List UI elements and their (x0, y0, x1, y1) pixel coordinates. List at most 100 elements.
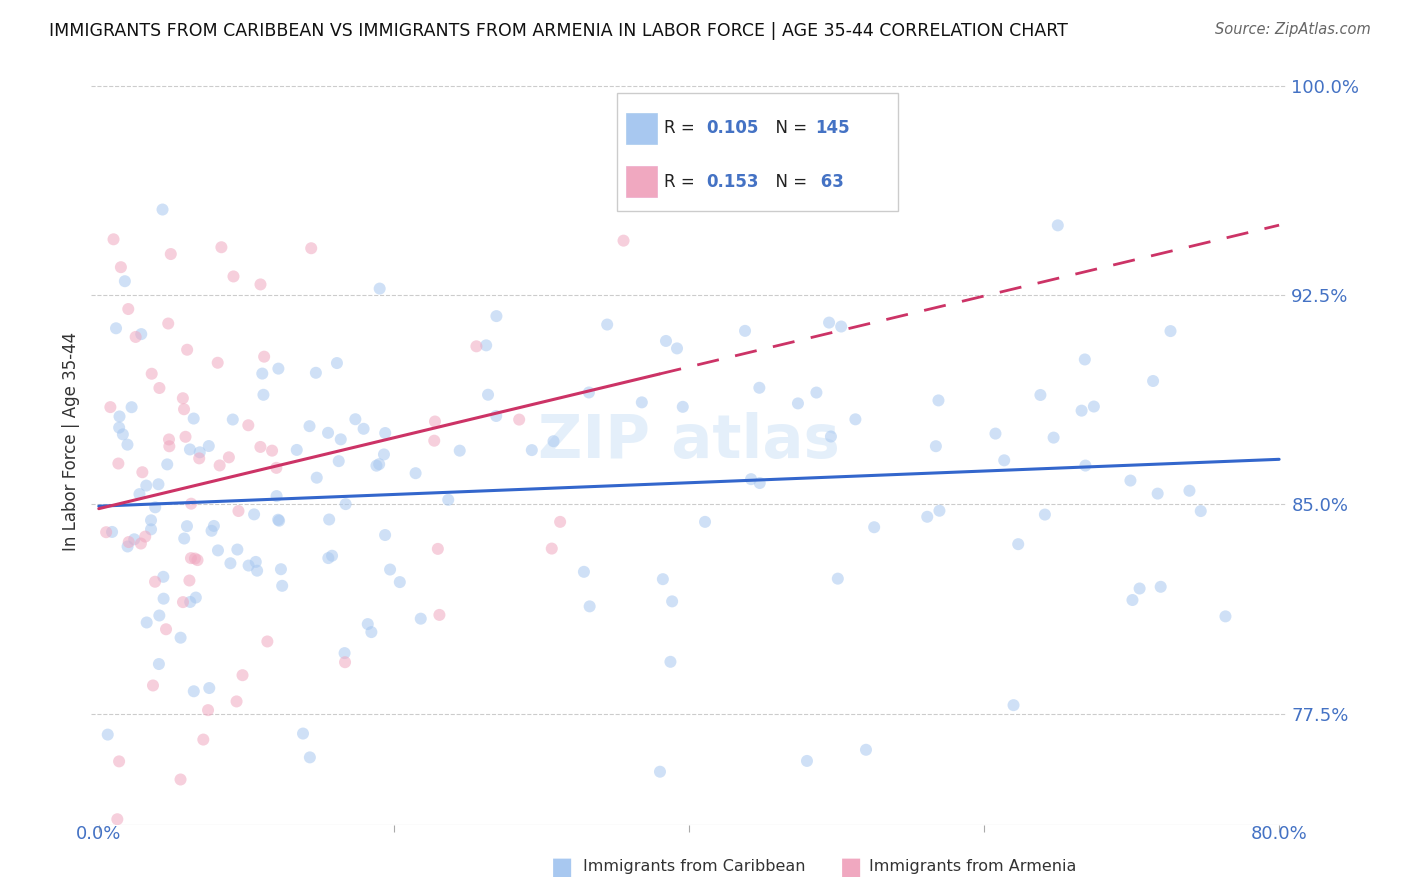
Point (135, 615, 157, 630)
Point (993, 453, 1015, 467)
Point (477, 388, 499, 402)
Point (135, 478, 157, 492)
Point (266, 461, 288, 475)
Point (142, 678, 165, 692)
Point (197, 439, 219, 453)
Point (94, 525, 117, 540)
Point (98, 400, 121, 414)
Point (572, 565, 595, 579)
Point (548, 515, 571, 529)
Point (243, 508, 266, 522)
Point (344, 412, 367, 426)
Text: 63: 63 (815, 173, 845, 191)
Point (1074, 458, 1097, 473)
Point (103, 232, 125, 246)
Text: 0.153: 0.153 (706, 173, 758, 191)
Point (188, 445, 211, 459)
Point (131, 465, 153, 479)
Point (225, 694, 247, 708)
Point (326, 356, 349, 370)
Point (249, 440, 271, 454)
Point (105, 321, 128, 335)
Point (198, 681, 221, 695)
Point (925, 439, 948, 453)
Text: R =: R = (664, 120, 700, 137)
Point (209, 240, 232, 254)
Point (97, 728, 120, 742)
Point (252, 367, 274, 381)
Point (449, 443, 471, 458)
Point (707, 190, 730, 204)
Point (238, 418, 260, 433)
Point (183, 411, 205, 425)
Text: N =: N = (765, 173, 813, 191)
Point (176, 343, 198, 357)
Point (1046, 219, 1069, 233)
Point (357, 617, 380, 632)
Point (222, 412, 245, 426)
Point (321, 549, 343, 563)
Point (114, 274, 136, 288)
Point (1150, 580, 1173, 594)
Point (134, 530, 156, 544)
Point (143, 500, 166, 515)
Point (915, 509, 938, 524)
Point (1074, 352, 1097, 367)
Point (180, 497, 202, 511)
Text: N =: N = (765, 120, 813, 137)
Point (423, 415, 446, 429)
Point (148, 477, 170, 491)
Point (927, 393, 949, 408)
Point (231, 668, 253, 682)
Point (298, 419, 321, 434)
Point (139, 513, 162, 527)
Point (734, 324, 756, 338)
Point (373, 447, 395, 461)
Point (1002, 698, 1025, 713)
Point (108, 409, 131, 424)
Point (176, 519, 198, 533)
Point (928, 504, 950, 518)
Text: 145: 145 (815, 120, 851, 137)
Point (318, 512, 340, 526)
Point (157, 317, 180, 331)
Point (353, 422, 375, 436)
Point (305, 471, 328, 485)
Point (596, 318, 619, 332)
Point (245, 555, 267, 569)
Point (827, 572, 849, 586)
Point (238, 558, 260, 573)
Point (110, 260, 132, 275)
Point (1160, 324, 1182, 338)
Point (141, 367, 163, 381)
Point (218, 450, 240, 465)
Text: 0.0%: 0.0% (76, 825, 121, 843)
Point (651, 572, 673, 586)
Point (863, 520, 886, 534)
Point (256, 634, 278, 648)
Point (173, 402, 195, 417)
Text: ZIP atlas: ZIP atlas (538, 412, 839, 471)
Point (188, 451, 211, 466)
Text: ■: ■ (551, 855, 574, 879)
Point (179, 442, 201, 457)
Point (748, 381, 770, 395)
Point (299, 241, 322, 255)
Point (844, 412, 866, 426)
Point (267, 513, 290, 527)
Point (156, 458, 179, 472)
Point (155, 622, 177, 636)
Point (1178, 483, 1201, 498)
Point (316, 425, 339, 440)
Point (139, 522, 162, 536)
Point (740, 472, 762, 486)
Point (207, 543, 229, 558)
Point (1146, 486, 1168, 500)
Point (388, 575, 411, 590)
Point (172, 391, 194, 405)
Point (157, 433, 180, 447)
Point (117, 437, 139, 451)
Point (285, 442, 308, 457)
Text: IMMIGRANTS FROM CARIBBEAN VS IMMIGRANTS FROM ARMENIA IN LABOR FORCE | AGE 35-44 : IMMIGRANTS FROM CARIBBEAN VS IMMIGRANTS … (49, 22, 1069, 40)
Point (540, 541, 562, 556)
